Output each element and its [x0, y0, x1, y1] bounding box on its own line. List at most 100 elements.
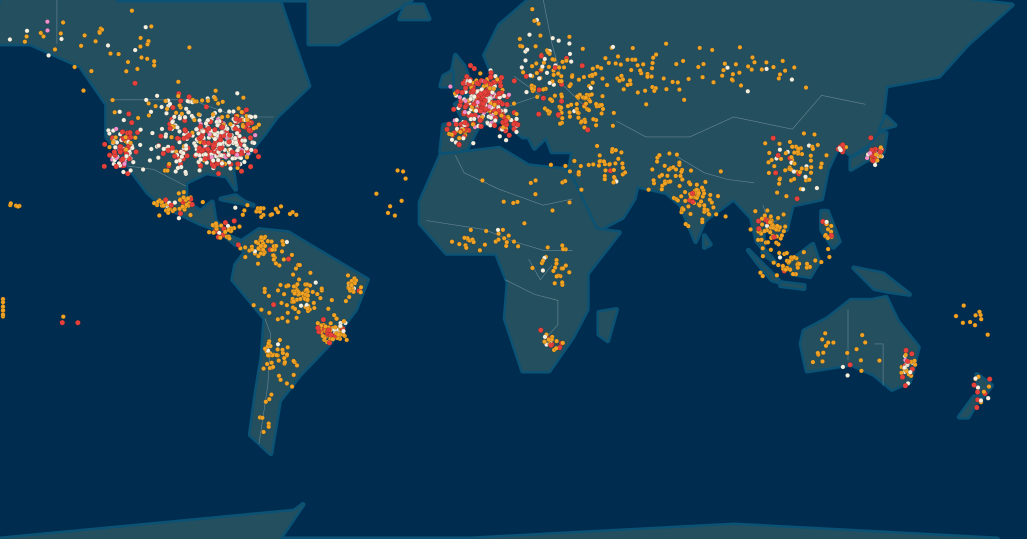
point-orange[interactable] — [876, 358, 882, 364]
point-red[interactable] — [117, 143, 123, 150]
point-orange[interactable] — [670, 79, 676, 85]
point-orange[interactable] — [129, 8, 135, 14]
point-orange[interactable] — [651, 88, 657, 94]
point-red[interactable] — [101, 163, 108, 170]
point-orange[interactable] — [777, 141, 782, 147]
point-orange[interactable] — [578, 187, 584, 193]
point-orange[interactable] — [251, 125, 257, 131]
point-red[interactable] — [133, 148, 139, 155]
point-red[interactable] — [174, 135, 181, 142]
point-pink[interactable] — [122, 161, 127, 167]
point-orange[interactable] — [981, 389, 987, 395]
point-orange[interactable] — [144, 56, 150, 62]
point-red[interactable] — [496, 90, 502, 97]
point-orange[interactable] — [297, 296, 303, 302]
point-orange[interactable] — [649, 166, 655, 172]
point-orange[interactable] — [280, 347, 285, 353]
point-orange[interactable] — [307, 270, 313, 276]
point-orange[interactable] — [72, 64, 78, 70]
point-orange[interactable] — [116, 51, 122, 57]
point-orange[interactable] — [694, 182, 700, 188]
point-orange[interactable] — [483, 228, 489, 234]
point-orange[interactable] — [317, 295, 323, 301]
point-orange[interactable] — [552, 93, 558, 99]
point-white[interactable] — [180, 150, 186, 156]
point-orange[interactable] — [519, 44, 525, 49]
point-orange[interactable] — [787, 139, 793, 145]
point-red[interactable] — [201, 139, 207, 146]
point-orange[interactable] — [269, 239, 275, 245]
point-orange[interactable] — [737, 44, 743, 50]
point-orange[interactable] — [825, 226, 831, 232]
point-orange[interactable] — [463, 245, 469, 251]
point-orange[interactable] — [760, 253, 766, 259]
point-white[interactable] — [172, 200, 178, 206]
point-white[interactable] — [248, 147, 254, 153]
point-orange[interactable] — [776, 181, 782, 187]
point-white[interactable] — [251, 140, 257, 146]
point-orange[interactable] — [736, 70, 742, 76]
point-red[interactable] — [196, 145, 203, 151]
point-orange[interactable] — [810, 146, 816, 152]
point-orange[interactable] — [125, 59, 131, 65]
point-orange[interactable] — [590, 161, 596, 167]
point-orange[interactable] — [576, 77, 582, 83]
point-red[interactable] — [477, 108, 484, 114]
point-orange[interactable] — [673, 173, 679, 179]
point-orange[interactable] — [777, 176, 783, 182]
point-orange[interactable] — [576, 169, 582, 175]
point-orange[interactable] — [774, 190, 780, 196]
point-white[interactable] — [212, 131, 218, 137]
point-white[interactable] — [539, 64, 545, 70]
point-orange[interactable] — [825, 340, 831, 346]
point-orange[interactable] — [184, 202, 190, 208]
point-orange[interactable] — [294, 315, 300, 321]
point-orange[interactable] — [782, 167, 788, 173]
point-orange[interactable] — [812, 132, 817, 137]
point-red[interactable] — [186, 94, 192, 100]
point-red[interactable] — [168, 202, 175, 209]
point-orange[interactable] — [750, 54, 755, 60]
point-orange[interactable] — [562, 178, 568, 184]
point-orange[interactable] — [161, 203, 166, 209]
point-white[interactable] — [173, 169, 179, 174]
point-white[interactable] — [112, 144, 118, 150]
point-red[interactable] — [839, 142, 846, 148]
point-orange[interactable] — [782, 224, 788, 230]
point-red[interactable] — [326, 339, 333, 346]
point-orange[interactable] — [270, 364, 276, 370]
point-red[interactable] — [482, 78, 488, 85]
point-white[interactable] — [154, 93, 160, 99]
point-orange[interactable] — [559, 94, 565, 100]
point-orange[interactable] — [767, 219, 773, 225]
point-orange[interactable] — [276, 263, 282, 268]
point-orange[interactable] — [649, 65, 655, 71]
point-orange[interactable] — [206, 229, 212, 235]
point-red[interactable] — [971, 382, 977, 388]
point-orange[interactable] — [314, 291, 320, 297]
point-orange[interactable] — [537, 33, 543, 39]
point-orange[interactable] — [810, 359, 816, 365]
point-orange[interactable] — [877, 153, 883, 159]
point-orange[interactable] — [854, 346, 860, 352]
point-red[interactable] — [232, 125, 238, 132]
point-white[interactable] — [550, 35, 556, 41]
point-orange[interactable] — [819, 336, 825, 342]
point-orange[interactable] — [477, 247, 483, 253]
point-orange[interactable] — [58, 31, 64, 36]
point-orange[interactable] — [555, 71, 561, 77]
point-orange[interactable] — [550, 56, 555, 62]
point-red[interactable] — [491, 122, 498, 129]
point-orange[interactable] — [146, 100, 152, 106]
point-orange[interactable] — [604, 82, 610, 88]
point-orange[interactable] — [529, 85, 535, 91]
point-red[interactable] — [908, 350, 915, 357]
point-white[interactable] — [284, 239, 290, 245]
point-orange[interactable] — [400, 169, 406, 174]
point-orange[interactable] — [733, 61, 739, 67]
point-orange[interactable] — [176, 190, 182, 196]
point-red[interactable] — [503, 117, 509, 124]
point-orange[interactable] — [700, 74, 706, 80]
point-white[interactable] — [183, 169, 188, 175]
point-orange[interactable] — [275, 346, 281, 352]
